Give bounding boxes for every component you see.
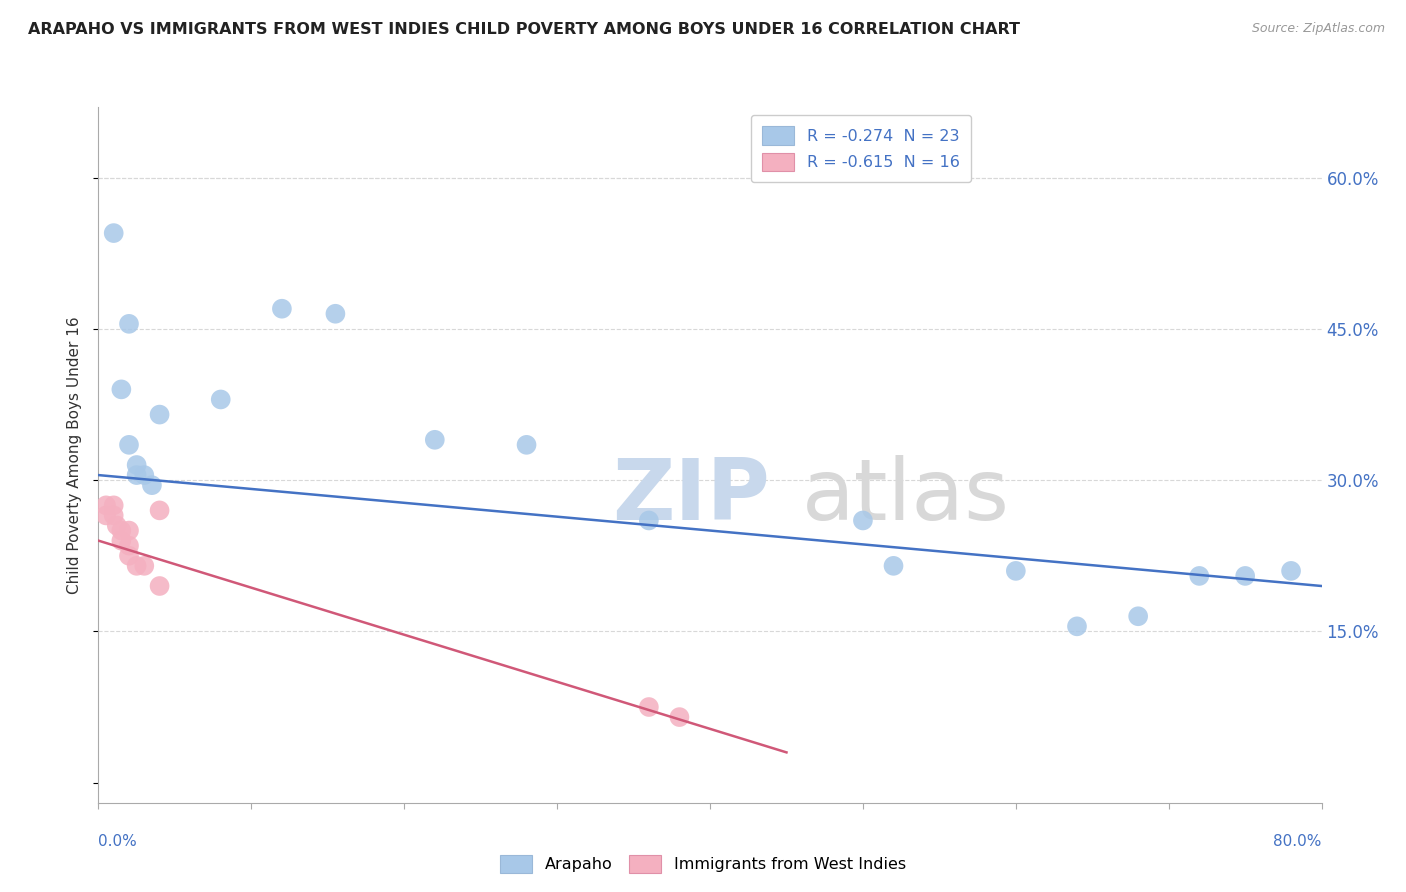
Text: 0.0%: 0.0% xyxy=(98,834,138,849)
Point xyxy=(141,478,163,492)
Point xyxy=(94,508,117,523)
Point xyxy=(110,533,132,548)
Point xyxy=(270,301,292,316)
Point xyxy=(149,579,172,593)
Legend: Arapaho, Immigrants from West Indies: Arapaho, Immigrants from West Indies xyxy=(494,848,912,880)
Point xyxy=(134,558,156,573)
Point xyxy=(149,503,172,517)
Text: atlas: atlas xyxy=(801,455,1010,538)
Point xyxy=(118,524,141,538)
Point xyxy=(637,513,661,527)
Legend: R = -0.274  N = 23, R = -0.615  N = 16: R = -0.274 N = 23, R = -0.615 N = 16 xyxy=(751,115,972,182)
Text: ARAPAHO VS IMMIGRANTS FROM WEST INDIES CHILD POVERTY AMONG BOYS UNDER 16 CORRELA: ARAPAHO VS IMMIGRANTS FROM WEST INDIES C… xyxy=(28,22,1021,37)
Point xyxy=(852,513,875,527)
Point xyxy=(637,700,661,714)
Point xyxy=(110,383,132,397)
Point xyxy=(883,558,905,573)
Point xyxy=(103,499,125,513)
Point xyxy=(118,317,141,331)
Point xyxy=(105,518,128,533)
Point xyxy=(1234,569,1257,583)
Point xyxy=(103,508,125,523)
Text: ZIP: ZIP xyxy=(612,455,770,538)
Point xyxy=(149,408,172,422)
Text: Source: ZipAtlas.com: Source: ZipAtlas.com xyxy=(1251,22,1385,36)
Y-axis label: Child Poverty Among Boys Under 16: Child Poverty Among Boys Under 16 xyxy=(67,316,83,594)
Point xyxy=(125,458,148,472)
Point xyxy=(118,549,141,563)
Point xyxy=(1004,564,1026,578)
Point xyxy=(668,710,690,724)
Point xyxy=(325,307,347,321)
Point xyxy=(110,524,132,538)
Point xyxy=(118,438,141,452)
Point xyxy=(209,392,232,407)
Point xyxy=(125,558,148,573)
Point xyxy=(1188,569,1211,583)
Point xyxy=(94,499,117,513)
Point xyxy=(134,468,156,483)
Point xyxy=(423,433,446,447)
Point xyxy=(1066,619,1088,633)
Point xyxy=(1128,609,1150,624)
Point xyxy=(118,539,141,553)
Point xyxy=(103,226,125,240)
Point xyxy=(516,438,538,452)
Text: 80.0%: 80.0% xyxy=(1274,834,1322,849)
Point xyxy=(125,468,148,483)
Point xyxy=(1279,564,1302,578)
